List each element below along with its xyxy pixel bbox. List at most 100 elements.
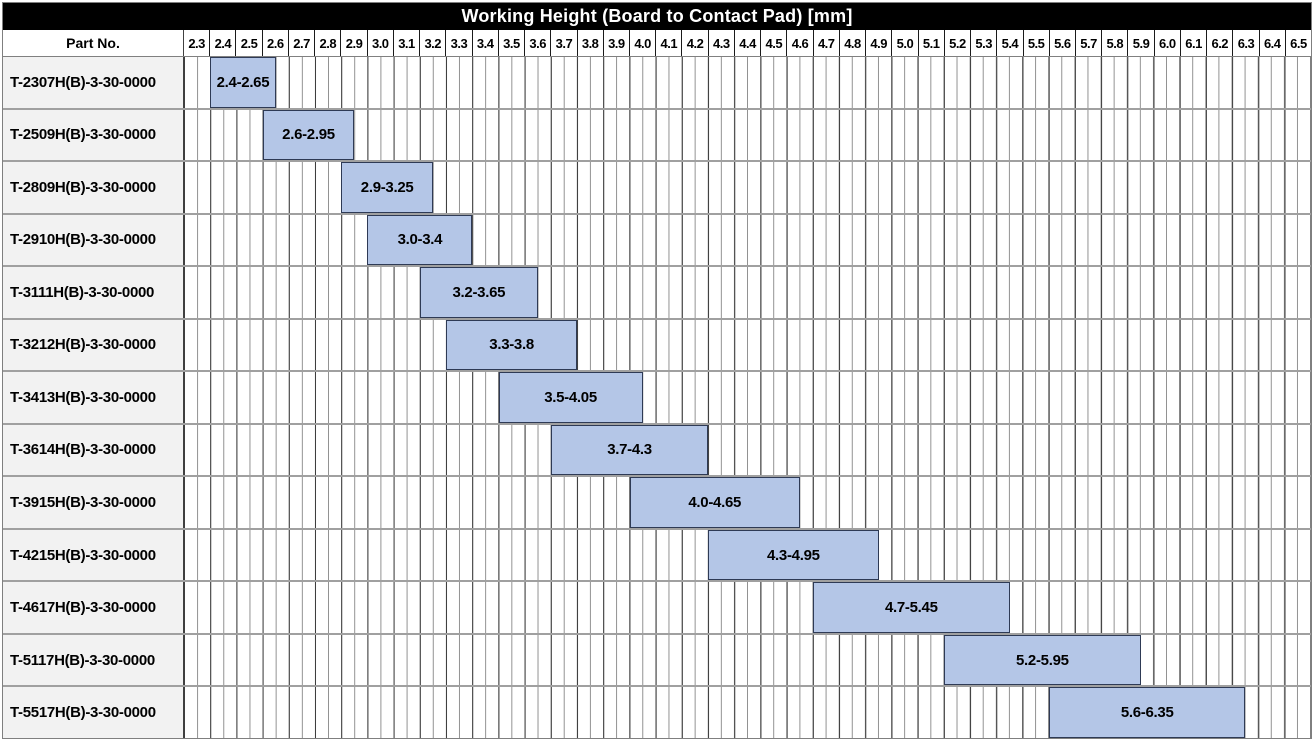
range-track: 4.0-4.65: [184, 477, 1311, 528]
range-bar: 3.5-4.05: [498, 372, 643, 423]
range-track: 3.7-4.3: [184, 424, 1311, 476]
axis-tick-label: 2.7: [289, 30, 316, 56]
range-bar: 4.7-5.45: [813, 582, 1010, 633]
axis-tick-label: 5.7: [1076, 30, 1103, 56]
range-bar: 5.6-6.35: [1048, 687, 1246, 738]
axis-tick-label: 5.6: [1050, 30, 1076, 56]
axis-tick-label: 3.7: [551, 30, 578, 56]
part-number-cell: T-4617H(B)-3-30-0000: [3, 582, 184, 633]
range-bar: 3.2-3.65: [419, 267, 538, 318]
axis-tick-label: 5.4: [997, 30, 1024, 56]
part-number-cell: T-5517H(B)-3-30-0000: [3, 687, 184, 738]
axis-tick-label: 6.4: [1260, 30, 1286, 56]
range-bar: 3.7-4.3: [550, 424, 709, 476]
axis-tick-label: 4.1: [656, 30, 683, 56]
range-bar: 2.6-2.95: [262, 109, 355, 161]
axis-tick-label: 4.3: [709, 30, 735, 56]
part-number-cell: T-2809H(B)-3-30-0000: [3, 162, 184, 213]
table-row: T-5117H(B)-3-30-0000 5.2-5.95: [3, 634, 1311, 688]
range-track: 3.2-3.65: [184, 267, 1311, 318]
rows: T-2307H(B)-3-30-0000 2.4-2.65 T-2509H(B)-3…: [3, 57, 1311, 738]
axis-tick-label: 5.3: [971, 30, 998, 56]
axis-tick-label: 5.8: [1102, 30, 1129, 56]
axis-tick-label: 5.9: [1128, 30, 1155, 56]
chart-title: Working Height (Board to Contact Pad) [m…: [3, 3, 1311, 30]
axis-header-row: Part No. 2.3 2.4 2.5 2.6 2.7 2.8 2.9 3.0 3.1 3.2 3…: [3, 30, 1311, 57]
axis-tick-label: 4.9: [866, 30, 893, 56]
table-row: T-2910H(B)-3-30-0000 3.0-3.4: [3, 214, 1311, 268]
axis-tick-label: 6.5: [1290, 35, 1307, 51]
axis-tick-label: 4.7: [814, 30, 840, 56]
part-number-cell: T-2307H(B)-3-30-0000: [3, 57, 184, 108]
axis-tick-label: 4.8: [840, 30, 867, 56]
part-number-cell: T-2910H(B)-3-30-0000: [3, 214, 184, 266]
axis-tick-label: 3.4: [473, 30, 499, 56]
table-row: T-2307H(B)-3-30-0000 2.4-2.65: [3, 57, 1311, 110]
axis-tick-label: 6.2: [1207, 30, 1234, 56]
axis-tick-label: 6.3: [1233, 30, 1260, 56]
axis-tick-label: 4.4: [735, 30, 762, 56]
table-row: T-3915H(B)-3-30-0000 4.0-4.65: [3, 477, 1311, 530]
table-row: T-4215H(B)-3-30-0000 4.3-4.95: [3, 529, 1311, 583]
part-number-cell: T-4215H(B)-3-30-0000: [3, 529, 184, 581]
range-bar: 4.0-4.65: [629, 477, 800, 528]
axis-tick-label: 5.0: [892, 30, 919, 56]
part-no-column-header: Part No.: [3, 30, 184, 56]
axis-tick-label: 5.2: [945, 30, 972, 56]
part-number-cell: T-3111H(B)-3-30-0000: [3, 267, 184, 318]
part-number-cell: T-3413H(B)-3-30-0000: [3, 372, 184, 423]
axis-tick-label: 3.3: [446, 30, 473, 56]
table-row: T-3614H(B)-3-30-0000 3.7-4.3: [3, 424, 1311, 478]
axis-tick-label: 4.0: [630, 30, 657, 56]
axis-tick-label: 2.6: [263, 30, 289, 56]
range-bar: 2.9-3.25: [341, 162, 433, 213]
part-number-cell: T-2509H(B)-3-30-0000: [3, 109, 184, 161]
range-track: 3.3-3.8: [184, 319, 1311, 371]
axis-tick-label: 3.6: [525, 30, 552, 56]
axis-tick-label: 5.1: [919, 30, 945, 56]
range-bar: 3.0-3.4: [367, 214, 473, 266]
table-row: T-2809H(B)-3-30-0000 2.9-3.25: [3, 162, 1311, 215]
range-track: 5.2-5.95: [184, 634, 1311, 686]
part-number-cell: T-3915H(B)-3-30-0000: [3, 477, 184, 528]
range-track: 3.5-4.05: [184, 372, 1311, 423]
range-bar: 5.2-5.95: [944, 634, 1141, 686]
part-number-cell: T-5117H(B)-3-30-0000: [3, 634, 184, 686]
table-row: T-4617H(B)-3-30-0000 4.7-5.45: [3, 582, 1311, 635]
range-track: 4.7-5.45: [184, 582, 1311, 633]
range-track: 2.6-2.95: [184, 109, 1311, 161]
range-bar: 3.3-3.8: [446, 319, 578, 371]
table-row: T-3413H(B)-3-30-0000 3.5-4.05: [3, 372, 1311, 425]
axis-tick-label: 2.9: [341, 30, 368, 56]
axis-tick-label: 5.5: [1024, 30, 1050, 56]
range-track: 3.0-3.4: [184, 214, 1311, 266]
axis-tick-label: 2.4: [210, 30, 237, 56]
range-bar: 2.4-2.65: [210, 57, 276, 108]
axis-tick-label: 4.2: [682, 30, 709, 56]
axis-ticks: 2.3 2.4 2.5 2.6 2.7 2.8 2.9 3.0 3.1 3.2 3.3 3.4 3.5 3…: [184, 30, 1311, 56]
axis-tick-label: 3.2: [420, 30, 447, 56]
range-track: 2.9-3.25: [184, 162, 1311, 213]
part-number-cell: T-3212H(B)-3-30-0000: [3, 319, 184, 371]
range-bar: 4.3-4.95: [708, 529, 879, 581]
axis-tick-label: 2.8: [315, 30, 342, 56]
range-track: 4.3-4.95: [184, 529, 1311, 581]
axis-tick-label: 4.5: [761, 30, 788, 56]
table-row: T-5517H(B)-3-30-0000 5.6-6.35: [3, 687, 1311, 738]
axis-tick-label: 6.1: [1181, 30, 1208, 56]
axis-tick-label: 3.0: [368, 30, 394, 56]
range-track: 5.6-6.35: [184, 687, 1311, 738]
table-row: T-3212H(B)-3-30-0000 3.3-3.8: [3, 319, 1311, 373]
axis-tick-label: 3.1: [394, 30, 421, 56]
axis-tick-label: 6.0: [1155, 30, 1181, 56]
table-row: T-2509H(B)-3-30-0000 2.6-2.95: [3, 109, 1311, 163]
range-track: 2.4-2.65: [184, 57, 1311, 108]
axis-tick-label: 3.9: [604, 30, 630, 56]
axis-tick-label: 3.5: [499, 30, 526, 56]
part-number-cell: T-3614H(B)-3-30-0000: [3, 424, 184, 476]
axis-tick-label: 4.6: [787, 30, 814, 56]
axis-tick-label: 3.8: [578, 30, 604, 56]
axis-tick-label: 2.5: [236, 30, 263, 56]
